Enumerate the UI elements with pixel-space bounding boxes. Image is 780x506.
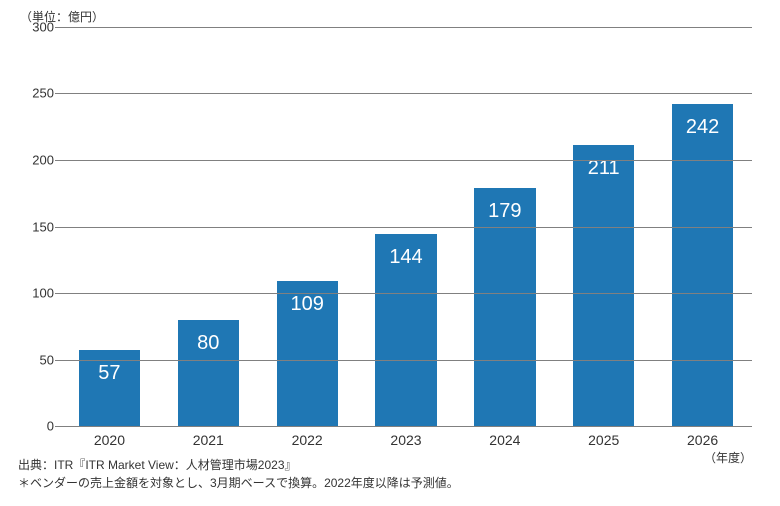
- y-tick-label: 100: [18, 285, 54, 300]
- bar-value-label: 57: [98, 362, 120, 385]
- y-tick-label: 150: [18, 219, 54, 234]
- bar-value-label: 179: [488, 200, 521, 223]
- bar: 80: [178, 320, 239, 426]
- y-tick-label: 250: [18, 86, 54, 101]
- x-tick-label: 2024: [489, 432, 520, 448]
- chart-container: （単位：億円） 57202080202110920221442023179202…: [18, 8, 762, 466]
- y-tick-label: 50: [18, 352, 54, 367]
- footnote-source: 出典：ITR『ITR Market View：人材管理市場2023』: [18, 456, 459, 474]
- y-tick-mark: [55, 27, 60, 28]
- y-tick-mark: [55, 293, 60, 294]
- y-tick-label: 200: [18, 152, 54, 167]
- x-tick-label: 2026: [687, 432, 718, 448]
- bar-value-label: 80: [197, 332, 219, 355]
- x-tick-label: 2025: [588, 432, 619, 448]
- y-tick-mark: [55, 360, 60, 361]
- grid-line: [60, 27, 752, 28]
- grid-line: [60, 160, 752, 161]
- bar: 109: [277, 281, 338, 426]
- y-tick-mark: [55, 227, 60, 228]
- grid-line: [60, 360, 752, 361]
- bar: 211: [573, 145, 634, 426]
- grid-line: [60, 293, 752, 294]
- y-tick-mark: [55, 93, 60, 94]
- footnote: 出典：ITR『ITR Market View：人材管理市場2023』 ＊ベンダー…: [18, 456, 459, 492]
- bar-value-label: 109: [290, 293, 323, 316]
- bar-value-label: 242: [686, 116, 719, 139]
- bar-value-label: 144: [389, 246, 422, 269]
- bar: 242: [672, 104, 733, 426]
- x-tick-label: 2020: [94, 432, 125, 448]
- x-tick-label: 2021: [193, 432, 224, 448]
- y-tick-mark: [55, 160, 60, 161]
- y-tick-label: 300: [18, 20, 54, 35]
- x-tick-label: 2023: [390, 432, 421, 448]
- footnote-note: ＊ベンダーの売上金額を対象とし、3月期ベースで換算。2022年度以降は予測値。: [18, 474, 459, 492]
- bar: 144: [375, 234, 436, 426]
- x-tick-label: 2022: [292, 432, 323, 448]
- y-tick-mark: [55, 426, 60, 427]
- bar: 179: [474, 188, 535, 426]
- grid-line: [60, 93, 752, 94]
- y-axis-unit: （単位：億円）: [20, 8, 762, 25]
- grid-line: [60, 227, 752, 228]
- plot-area: 5720208020211092022144202317920242112025…: [60, 27, 752, 427]
- bar: 57: [79, 350, 140, 426]
- y-tick-label: 0: [18, 419, 54, 434]
